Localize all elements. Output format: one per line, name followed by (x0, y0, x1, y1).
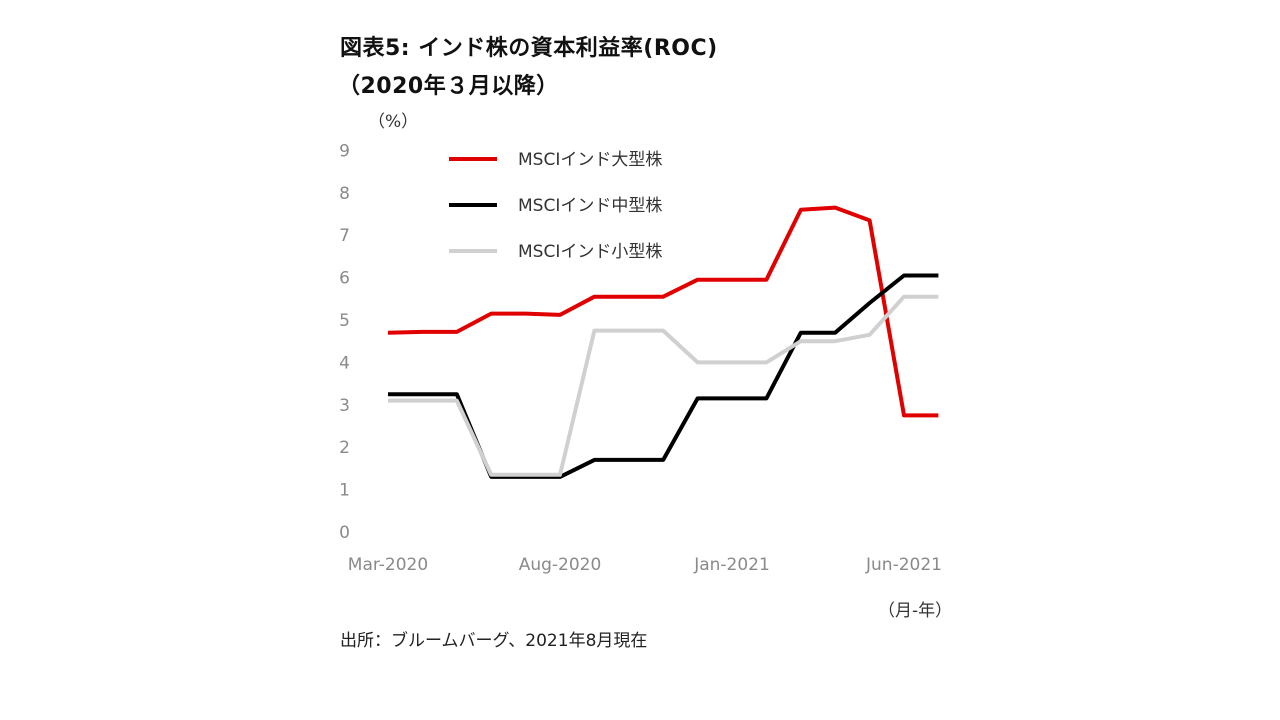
x-tick-label: Aug-2020 (519, 555, 602, 575)
y-tick-label: 9 (339, 141, 350, 161)
x-tick-label: Mar-2020 (348, 555, 428, 575)
y-tick-label: 1 (339, 481, 350, 501)
x-tick-label: Jun-2021 (865, 555, 942, 575)
y-tick-label: 4 (339, 353, 350, 373)
y-tick-label: 0 (339, 523, 350, 543)
legend-label-2: MSCIインド中型株 (518, 196, 662, 216)
series-line-3 (388, 294, 939, 477)
y-tick-label: 7 (339, 226, 350, 246)
y-tick-label: 6 (339, 269, 350, 289)
x-tick-label: Jan-2021 (693, 555, 770, 575)
series-line-1 (387, 205, 939, 418)
legend-label-3: MSCIインド小型株 (518, 242, 662, 262)
y-tick-label: 8 (339, 184, 350, 204)
chart-subtitle: （2020年３月以降） (338, 74, 559, 99)
x-axis: Mar-2020 Aug-2020 Jan-2021 Jun-2021 (348, 555, 942, 575)
source-note: 出所：ブルームバーグ、2021年8月現在 (340, 631, 648, 651)
chart-title: 図表5: インド株の資本利益率(ROC) (340, 36, 718, 61)
x-axis-unit-label: （月-年） (878, 601, 952, 621)
series-line-2 (388, 273, 939, 479)
legend: MSCIインド大型株 MSCIインド中型株 MSCIインド小型株 (449, 150, 662, 262)
y-tick-label: 5 (339, 311, 350, 331)
y-tick-label: 2 (339, 438, 350, 458)
y-axis: 0 1 2 3 4 5 6 7 8 9 (339, 141, 350, 543)
legend-label-1: MSCIインド大型株 (518, 150, 662, 170)
y-tick-label: 3 (339, 396, 350, 416)
plot-area (387, 205, 939, 479)
y-axis-unit-label: （%） (368, 112, 418, 132)
